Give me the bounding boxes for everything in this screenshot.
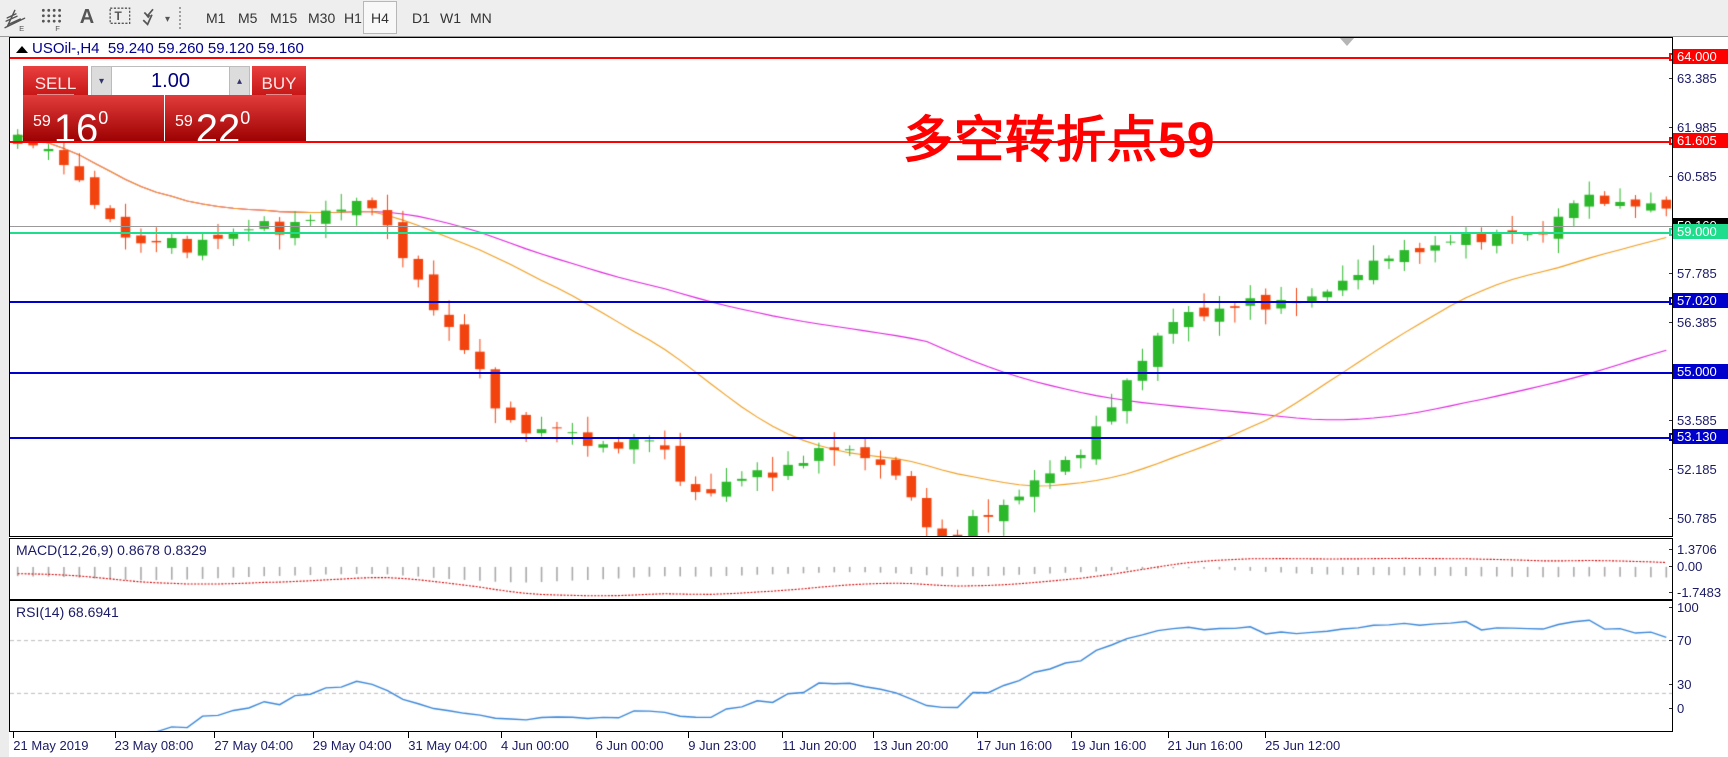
- svg-text:F: F: [55, 24, 60, 32]
- svg-text:E: E: [19, 24, 24, 32]
- svg-text:T: T: [115, 9, 123, 23]
